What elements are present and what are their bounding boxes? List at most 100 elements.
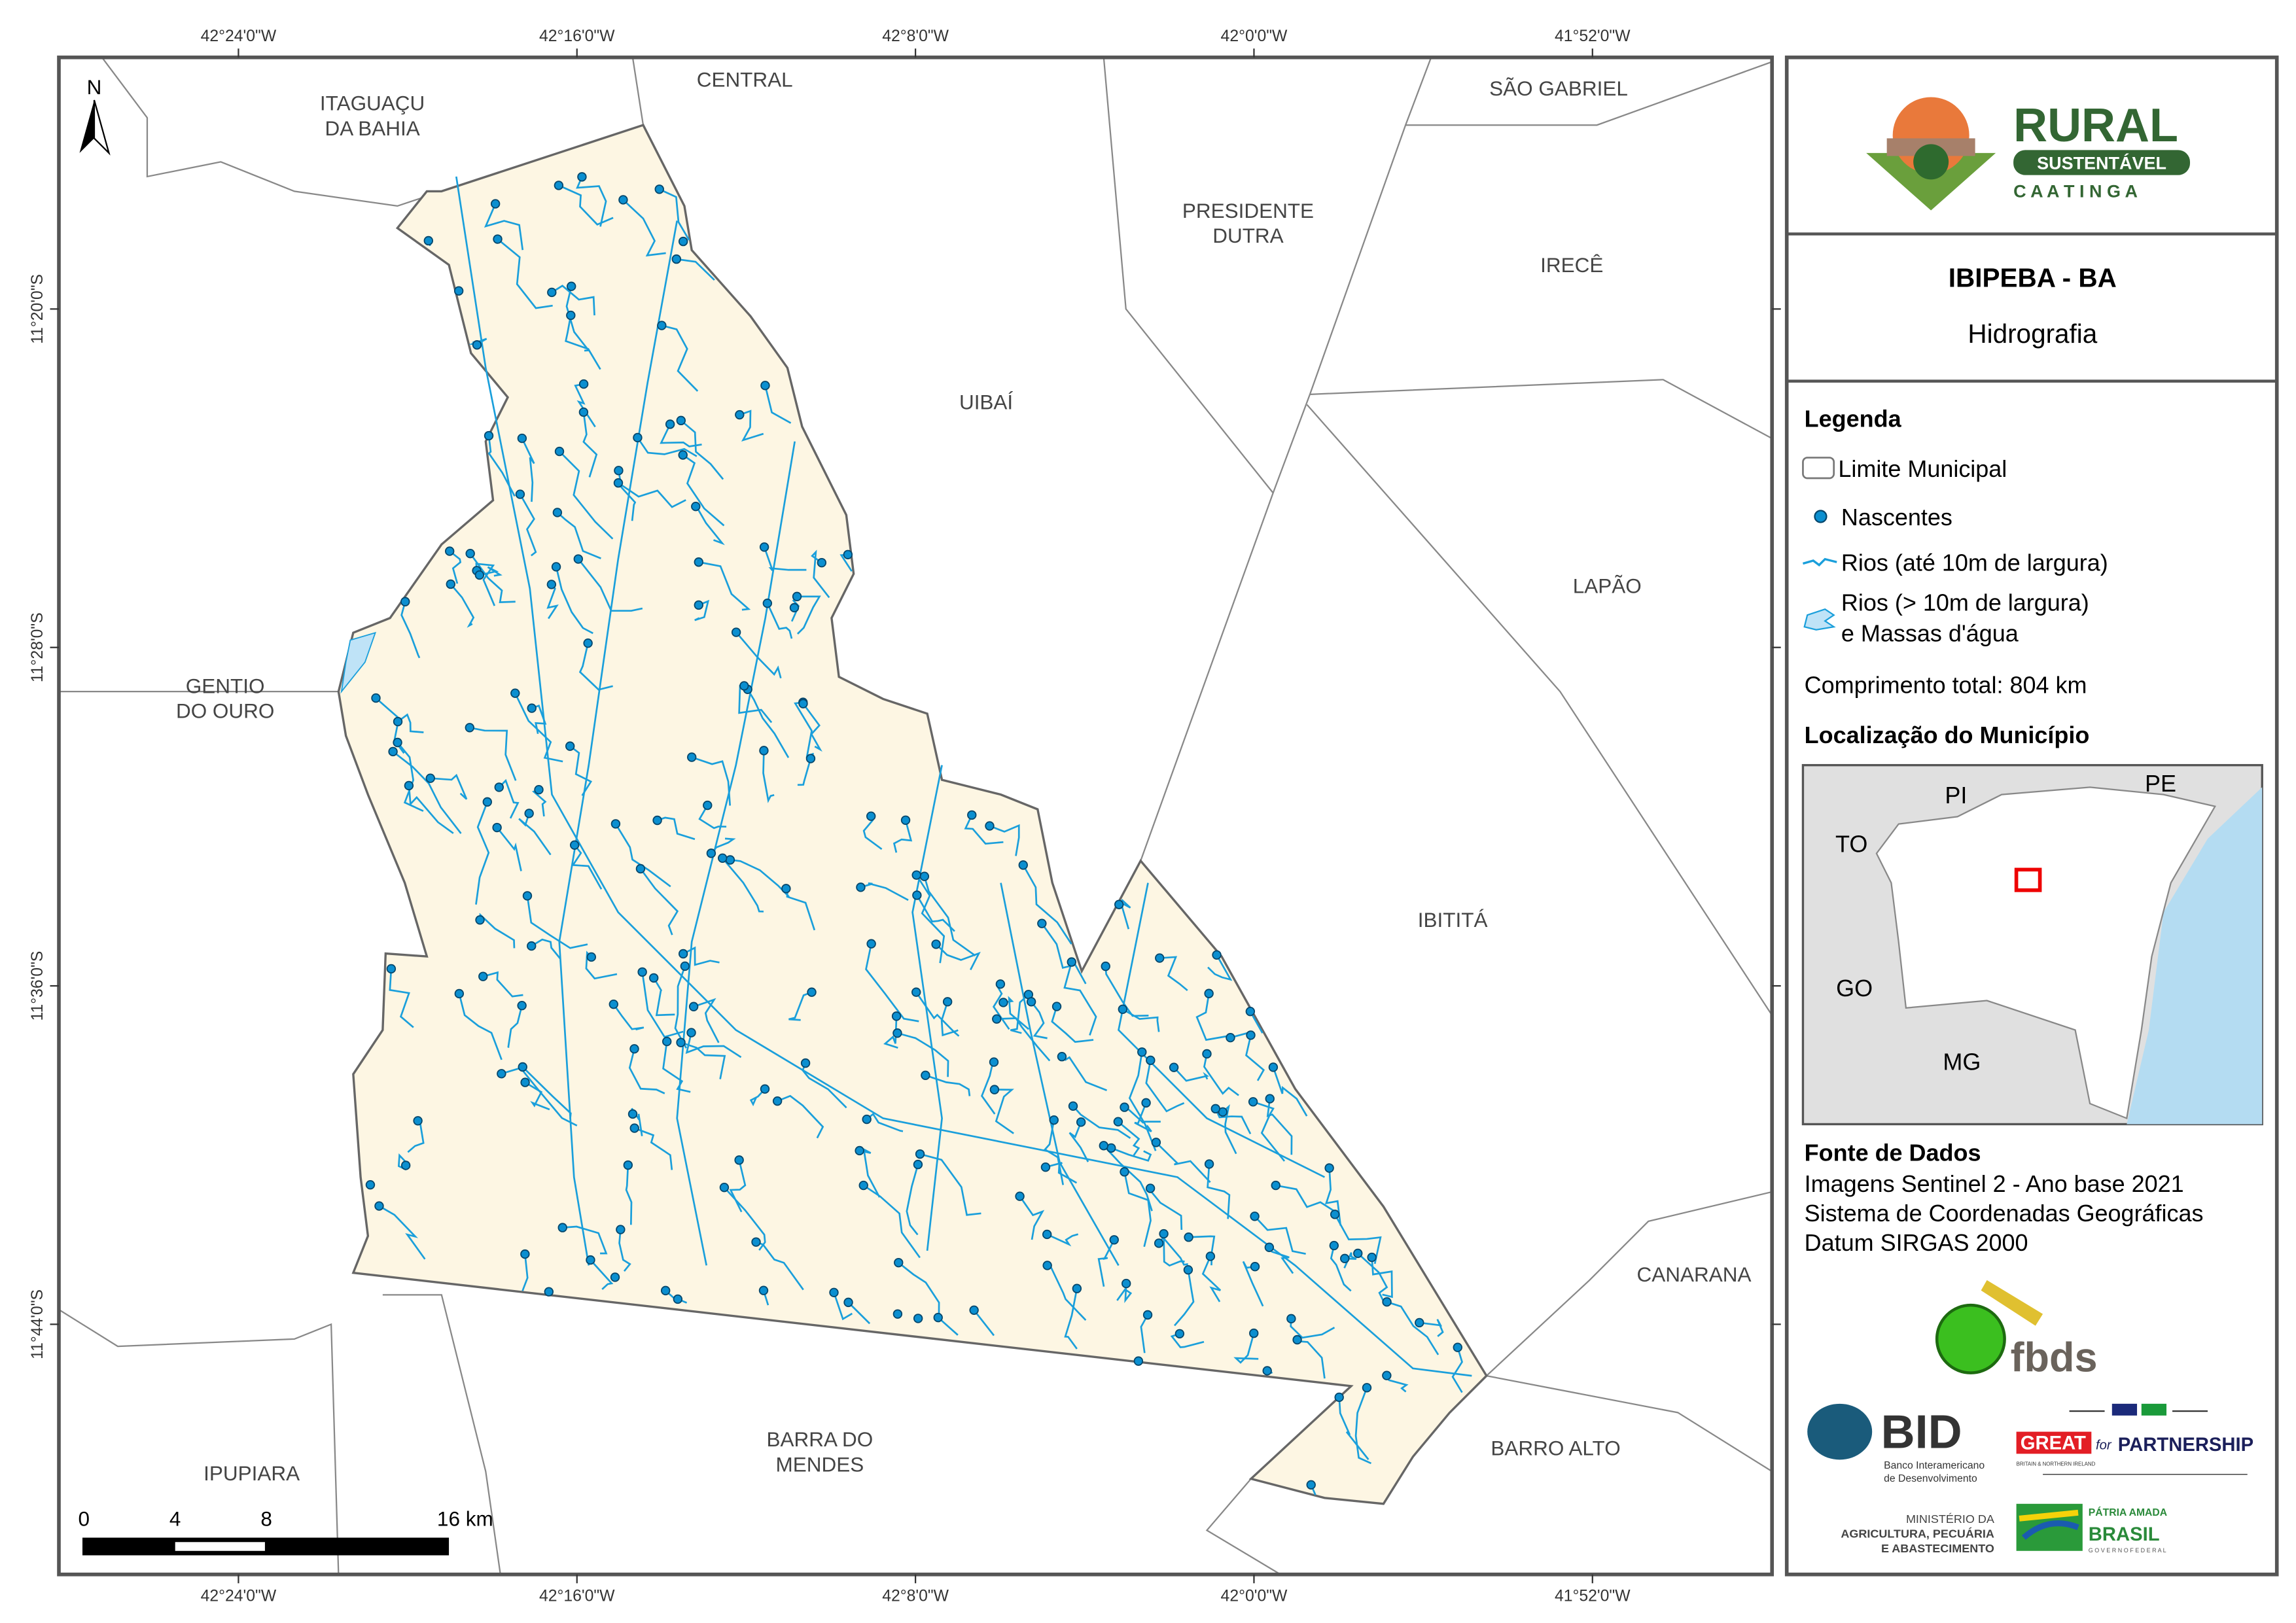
river <box>1159 956 1188 992</box>
great-partnership-logo: GREAT for PARTNERSHIP BRITAIN & NORTHERN… <box>2016 1403 2253 1475</box>
spring-point <box>1306 1480 1316 1490</box>
total-length: Comprimento total: 804 km <box>1805 671 2087 698</box>
spring-point <box>781 884 791 894</box>
spring-point <box>843 1297 853 1308</box>
svg-text:BID: BID <box>1881 1406 1962 1458</box>
river <box>565 315 601 370</box>
river <box>1163 1234 1185 1267</box>
spring-point <box>475 915 485 925</box>
spring-point <box>423 236 434 246</box>
river <box>660 423 702 447</box>
svg-text:Imagens Sentinel 2 - Ano base: Imagens Sentinel 2 - Ano base 2021 <box>1805 1170 2184 1197</box>
neighbor-label: MENDES <box>776 1452 864 1476</box>
river <box>578 642 613 691</box>
neighbor-label: IRECÊ <box>1540 253 1603 277</box>
river <box>397 713 424 733</box>
river <box>498 778 520 819</box>
scale-bar: 0 4 8 16 km <box>78 1507 493 1556</box>
spring-point <box>892 1028 902 1038</box>
spring-point <box>1169 1062 1179 1072</box>
river <box>1419 1319 1444 1337</box>
river <box>777 1094 824 1139</box>
spring-point <box>573 554 583 564</box>
river <box>698 805 727 829</box>
svg-text:PI: PI <box>1945 782 1967 809</box>
latitude-label: 11°20'0"S <box>29 274 46 344</box>
river <box>693 998 720 1043</box>
spring-point <box>652 815 662 826</box>
river <box>749 1088 766 1107</box>
spring-point <box>855 1145 864 1156</box>
spring-point <box>680 961 690 971</box>
map-frame: N 0 4 8 16 km <box>57 55 1775 1577</box>
spring-point <box>609 999 618 1009</box>
spring-point <box>425 773 435 783</box>
river <box>662 1041 691 1093</box>
spring-point <box>517 1000 527 1011</box>
north-label: N <box>87 75 102 99</box>
spring-point <box>393 737 402 748</box>
spring-point <box>1245 1006 1256 1017</box>
river <box>569 745 593 796</box>
spring-point <box>522 891 533 901</box>
spring-point <box>1137 1047 1147 1057</box>
river <box>865 943 919 1022</box>
spring-point <box>393 716 403 727</box>
river <box>762 750 775 803</box>
neighbor-label: DO OURO <box>176 699 274 723</box>
spring-point <box>843 550 853 559</box>
spring-point <box>453 286 464 296</box>
river <box>1104 966 1149 1017</box>
river <box>1155 1142 1211 1183</box>
neighbor-label: DA BAHIA <box>325 116 419 140</box>
river <box>1451 1347 1463 1393</box>
river <box>1233 1333 1259 1364</box>
spring-point <box>484 430 494 441</box>
spring-point <box>1068 1101 1078 1111</box>
spring-point <box>1202 1049 1212 1059</box>
spring-point <box>371 693 381 703</box>
river <box>833 1292 853 1321</box>
spring-point <box>998 998 1008 1007</box>
scale-label: 4 <box>169 1507 181 1531</box>
spring-point <box>942 997 953 1007</box>
spring-point <box>1204 1159 1214 1169</box>
spring-point <box>544 1287 554 1297</box>
spring-point <box>866 939 876 949</box>
river <box>1118 882 1326 1178</box>
river <box>484 203 524 251</box>
neighbor-label: BARRO ALTO <box>1491 1437 1620 1460</box>
spring-point <box>527 941 537 951</box>
spring-point <box>807 987 817 997</box>
river <box>1019 1195 1045 1240</box>
spring-point <box>1072 1283 1082 1293</box>
spring-point <box>446 579 455 589</box>
river <box>659 188 690 241</box>
river <box>558 220 679 1266</box>
spring-point <box>586 952 597 962</box>
spring-point <box>1250 1212 1260 1221</box>
springs <box>365 172 1462 1490</box>
spring-point <box>524 809 534 818</box>
river <box>1230 1030 1265 1081</box>
river <box>1128 1052 1157 1151</box>
spring-point <box>474 570 485 580</box>
spring-point <box>413 1116 423 1126</box>
svg-text:for: for <box>2096 1439 2112 1453</box>
spring-point <box>706 848 716 858</box>
river <box>628 1048 665 1094</box>
river <box>1324 1168 1342 1226</box>
longitude-label: 42°8'0"W <box>882 1587 949 1605</box>
svg-text:BRASIL: BRASIL <box>2089 1524 2160 1545</box>
spring-point <box>660 1285 671 1296</box>
spring-point <box>772 1096 783 1106</box>
latitude-label: 11°28'0"S <box>29 612 46 682</box>
spring-point <box>1210 1104 1220 1114</box>
spring-point <box>534 785 544 795</box>
river <box>571 844 603 890</box>
river <box>475 801 490 905</box>
river <box>455 176 1472 1377</box>
spring-point <box>567 281 576 291</box>
river <box>1022 864 1072 945</box>
river <box>915 991 960 1037</box>
